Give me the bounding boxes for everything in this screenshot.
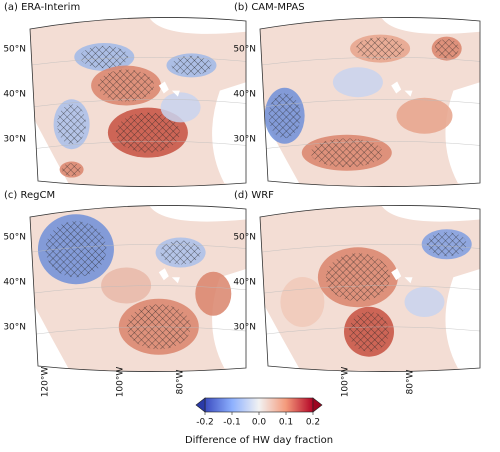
map-panel: (c) RegCM 50°N 40°N 30°N [3, 190, 247, 372]
colorbar-tick-label: -0.2 [196, 418, 214, 428]
panel-title: (c) RegCM [4, 190, 55, 201]
colorbar-tick-label: 0.0 [252, 418, 267, 428]
map-content [260, 205, 480, 372]
map-panel: (d) WRF 50°N 40°N 30°N [233, 190, 481, 372]
significance-hatch [98, 69, 155, 102]
ocean-north [380, 17, 480, 34]
lat-label: 50°N [233, 45, 256, 55]
lakes [391, 268, 413, 284]
significance-hatch [57, 104, 86, 145]
significance-hatch [349, 311, 389, 352]
panel-title: (d) WRF [234, 190, 274, 201]
lakes [158, 268, 180, 284]
anomaly-region [195, 271, 232, 316]
map-border [259, 17, 481, 187]
significance-hatch [160, 240, 201, 265]
significance-hatch [310, 138, 383, 168]
graticule [30, 99, 246, 108]
lat-label: 50°N [3, 233, 26, 243]
lon-label: 120°W [41, 367, 51, 398]
anomaly-region [101, 267, 152, 304]
ocean-north [380, 205, 480, 222]
map-content [260, 17, 480, 187]
anomaly-region [332, 67, 383, 98]
lon-label: 100°W [116, 367, 126, 398]
map-border [29, 17, 247, 187]
colorbar [204, 397, 314, 413]
panel-title: (b) CAM-MPAS [234, 2, 305, 13]
lon-label: 100°W [341, 367, 351, 398]
anomaly-region [404, 287, 445, 317]
anomaly-region [396, 97, 453, 134]
significance-hatch [62, 163, 82, 176]
significance-hatch [434, 39, 459, 59]
map-panel: (a) ERA-Interim 50°N 40°N 30°N [3, 2, 247, 187]
ocean-east [212, 82, 246, 187]
map-border [29, 205, 247, 372]
colorbar-tick-label: 0.1 [279, 418, 293, 428]
graticule [260, 57, 480, 66]
graticule [30, 285, 246, 294]
graticule [260, 99, 480, 108]
colorbar-tick-label: -0.1 [223, 418, 241, 428]
anomaly-region [160, 92, 201, 123]
lat-label: 50°N [3, 45, 26, 55]
lon-label: 80°W [406, 369, 416, 394]
significance-hatch [325, 253, 390, 302]
significance-hatch [171, 55, 212, 75]
map-content [30, 205, 246, 372]
lat-label: 40°N [3, 278, 26, 288]
ocean-east [445, 269, 480, 372]
lakes [158, 81, 180, 97]
lat-label: 30°N [3, 323, 26, 333]
lat-label: 40°N [233, 278, 256, 288]
graticule [30, 326, 246, 336]
lat-label: 50°N [233, 233, 256, 243]
significance-hatch [80, 45, 129, 69]
lakes [391, 81, 413, 97]
ocean [260, 107, 303, 187]
ocean-east [445, 82, 480, 187]
colorbar-extend-low [195, 397, 206, 413]
colorbar-label: Difference of HW day fraction [185, 435, 333, 446]
colorbar-tick-label: 0.2 [306, 418, 320, 428]
lat-label: 40°N [3, 90, 26, 100]
map-content [30, 17, 246, 187]
anomaly-region [280, 277, 325, 327]
significance-hatch [268, 93, 301, 139]
lon-label: 80°W [176, 369, 186, 394]
map-panel: (b) CAM-MPAS 50°N 40°N 30°N [233, 2, 481, 187]
lat-label: 30°N [233, 135, 256, 145]
ocean-north [147, 17, 246, 34]
ocean [30, 107, 72, 187]
lat-label: 40°N [233, 90, 256, 100]
lat-label: 30°N [233, 323, 256, 333]
significance-hatch [45, 221, 107, 278]
graticule [30, 141, 246, 150]
ocean-north [147, 205, 246, 222]
lat-label: 30°N [3, 135, 26, 145]
graticule [260, 141, 480, 150]
map-border [259, 205, 481, 372]
graticule [30, 244, 246, 253]
graticule [260, 326, 480, 336]
panel-title: (a) ERA-Interim [4, 2, 80, 13]
colorbar-extend-high [312, 397, 323, 413]
graticule [30, 57, 246, 66]
ocean [260, 293, 303, 372]
graticule [260, 285, 480, 294]
significance-hatch [356, 37, 405, 60]
ocean [30, 293, 72, 372]
significance-hatch [115, 112, 180, 153]
graticule [260, 244, 480, 253]
significance-hatch [426, 232, 467, 257]
